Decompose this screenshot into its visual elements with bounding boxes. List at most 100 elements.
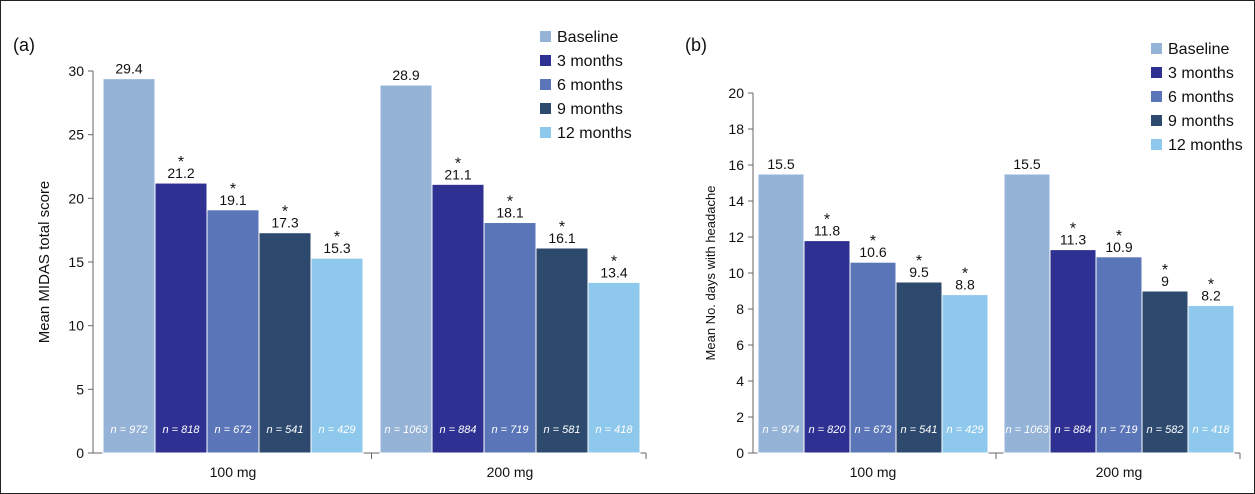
panel-a-significance-marker: * bbox=[230, 181, 236, 198]
panel-b-bar bbox=[757, 173, 805, 454]
panel-a-legend-swatch bbox=[540, 103, 551, 114]
panel-b-n-label: n = 820 bbox=[808, 424, 846, 436]
panel-a-bar bbox=[535, 247, 589, 454]
panel-a-legend-swatch bbox=[540, 55, 551, 66]
panel-b-significance-marker: * bbox=[1116, 228, 1122, 245]
panel-b-bar-value-label: 10.6 bbox=[859, 244, 886, 260]
panel-b-bar-value-label: 8.8 bbox=[955, 277, 975, 293]
panel-a-legend-label: 3 months bbox=[557, 53, 623, 70]
panel-a-significance-marker: * bbox=[455, 155, 461, 172]
panel-b-x-tick-label: 100 mg bbox=[850, 464, 897, 480]
panel-a-y-tick-label: 0 bbox=[76, 445, 84, 461]
panel-a-legend-swatch bbox=[540, 31, 551, 42]
panel-a-bar-value-label: 18.1 bbox=[496, 205, 523, 221]
panel-a-y-tick-label: 30 bbox=[68, 63, 84, 79]
panel-a-y-tick-label: 10 bbox=[68, 318, 84, 334]
panel-b-y-tick-label: 14 bbox=[728, 193, 744, 209]
panel-a-significance-marker: * bbox=[611, 253, 617, 270]
panel-a-n-label: n = 719 bbox=[491, 424, 528, 436]
panel-b-bar-value-label: 8.2 bbox=[1201, 287, 1221, 303]
panel-b-legend-label: 3 months bbox=[1168, 65, 1234, 82]
panel-b-significance-marker: * bbox=[1208, 276, 1214, 293]
panel-b-y-tick-label: 20 bbox=[728, 85, 744, 101]
panel-a-significance-marker: * bbox=[507, 194, 513, 211]
panel-a-y-axis-label: Mean MIDAS total score bbox=[36, 181, 53, 344]
panel-a-n-label: n = 418 bbox=[595, 424, 633, 436]
panel-a-bar-value-label: 28.9 bbox=[392, 67, 419, 83]
panel-b-x-tick-label: 200 mg bbox=[1096, 464, 1143, 480]
panel-b-n-label: n = 1063 bbox=[1005, 424, 1049, 436]
panel-b-significance-marker: * bbox=[1162, 262, 1168, 279]
panel-b-significance-marker: * bbox=[916, 253, 922, 270]
panel-a-n-label: n = 581 bbox=[543, 424, 580, 436]
panel-b-n-label: n = 974 bbox=[762, 424, 799, 436]
panel-a-significance-marker: * bbox=[334, 229, 340, 246]
panel-a-significance-marker: * bbox=[178, 154, 184, 171]
panel-a-n-label: n = 541 bbox=[266, 424, 303, 436]
panel-b-legend-swatch bbox=[1151, 43, 1162, 54]
panel-a-significance-marker: * bbox=[282, 204, 288, 221]
panel-b-bar-value-label: 11.8 bbox=[814, 223, 840, 239]
panel-b-bar bbox=[1095, 256, 1143, 454]
panel-b-n-label: n = 719 bbox=[1100, 424, 1137, 436]
panel-a-y-tick-label: 15 bbox=[68, 254, 84, 270]
panel-b-legend-label: 6 months bbox=[1168, 89, 1234, 106]
panel-a-bar-value-label: 17.3 bbox=[271, 215, 298, 231]
panel-b-bar-value-label: 15.5 bbox=[767, 156, 794, 172]
panel-b-bar-value-label: 15.5 bbox=[1013, 156, 1040, 172]
panel-a-x-tick-label: 100 mg bbox=[210, 464, 257, 480]
panel-b-y-tick-label: 10 bbox=[728, 265, 744, 281]
panel-a-n-label: n = 884 bbox=[439, 424, 476, 436]
panel-a-y-tick-label: 5 bbox=[76, 381, 84, 397]
panel-b-y-tick-label: 6 bbox=[736, 337, 744, 353]
panel-a-label: (a) bbox=[13, 35, 35, 55]
panel-a-legend-label: 9 months bbox=[557, 101, 623, 118]
panel-a-bar bbox=[379, 84, 433, 454]
panel-a-bar bbox=[258, 232, 312, 454]
panel-a-bar-value-label: 29.4 bbox=[115, 61, 142, 77]
panel-b-n-label: n = 884 bbox=[1054, 424, 1091, 436]
panel-a-n-label: n = 1063 bbox=[384, 424, 428, 436]
panel-b-bar-value-label: 9.5 bbox=[909, 264, 929, 280]
panel-a-n-label: n = 672 bbox=[214, 424, 251, 436]
panel-a-bar-value-label: 21.2 bbox=[167, 165, 194, 181]
panel-b-y-tick-label: 18 bbox=[728, 121, 744, 137]
panel-b-bar bbox=[849, 261, 897, 454]
panel-a-bar-value-label: 15.3 bbox=[323, 240, 350, 256]
panel-b-legend-swatch bbox=[1151, 91, 1162, 102]
panel-a-legend-label: 12 months bbox=[557, 125, 632, 142]
panel-b-bar-value-label: 9 bbox=[1161, 273, 1169, 289]
panel-a-n-label: n = 972 bbox=[110, 424, 147, 436]
panel-b-y-tick-label: 12 bbox=[728, 229, 744, 245]
panel-a-bar bbox=[206, 209, 260, 454]
panel-b-y-tick-label: 0 bbox=[736, 445, 744, 461]
panel-b-y-tick-label: 2 bbox=[736, 409, 744, 425]
panel-b-bar bbox=[1187, 304, 1235, 454]
panel-b-significance-marker: * bbox=[962, 266, 968, 283]
panel-b-n-label: n = 418 bbox=[1192, 424, 1230, 436]
panel-b-significance-marker: * bbox=[824, 212, 830, 229]
panel-b-legend-swatch bbox=[1151, 139, 1162, 150]
panel-a-bar bbox=[154, 182, 208, 454]
panel-a-legend-swatch bbox=[540, 127, 551, 138]
panel-a-x-tick-label: 200 mg bbox=[487, 464, 534, 480]
panel-a-legend-label: Baseline bbox=[557, 29, 618, 46]
panel-a-bar bbox=[483, 222, 537, 454]
panel-a-bar bbox=[102, 78, 156, 454]
panel-b-significance-marker: * bbox=[870, 233, 876, 250]
panel-b-bar bbox=[803, 240, 851, 454]
panel-a-bar-value-label: 13.4 bbox=[600, 264, 627, 280]
panel-a-bar-value-label: 19.1 bbox=[219, 192, 246, 208]
panel-b-significance-marker: * bbox=[1070, 221, 1076, 238]
panel-b-legend-swatch bbox=[1151, 67, 1162, 78]
panel-b-legend-swatch bbox=[1151, 115, 1162, 126]
panel-a-bar bbox=[310, 257, 364, 454]
panel-a-n-label: n = 818 bbox=[162, 424, 200, 436]
panel-a-legend-label: 6 months bbox=[557, 77, 623, 94]
panel-a-y-tick-label: 25 bbox=[68, 127, 84, 143]
panel-b-bar bbox=[1141, 290, 1189, 454]
panel-b-bar bbox=[941, 294, 989, 454]
panel-a-bar-value-label: 21.1 bbox=[444, 166, 471, 182]
